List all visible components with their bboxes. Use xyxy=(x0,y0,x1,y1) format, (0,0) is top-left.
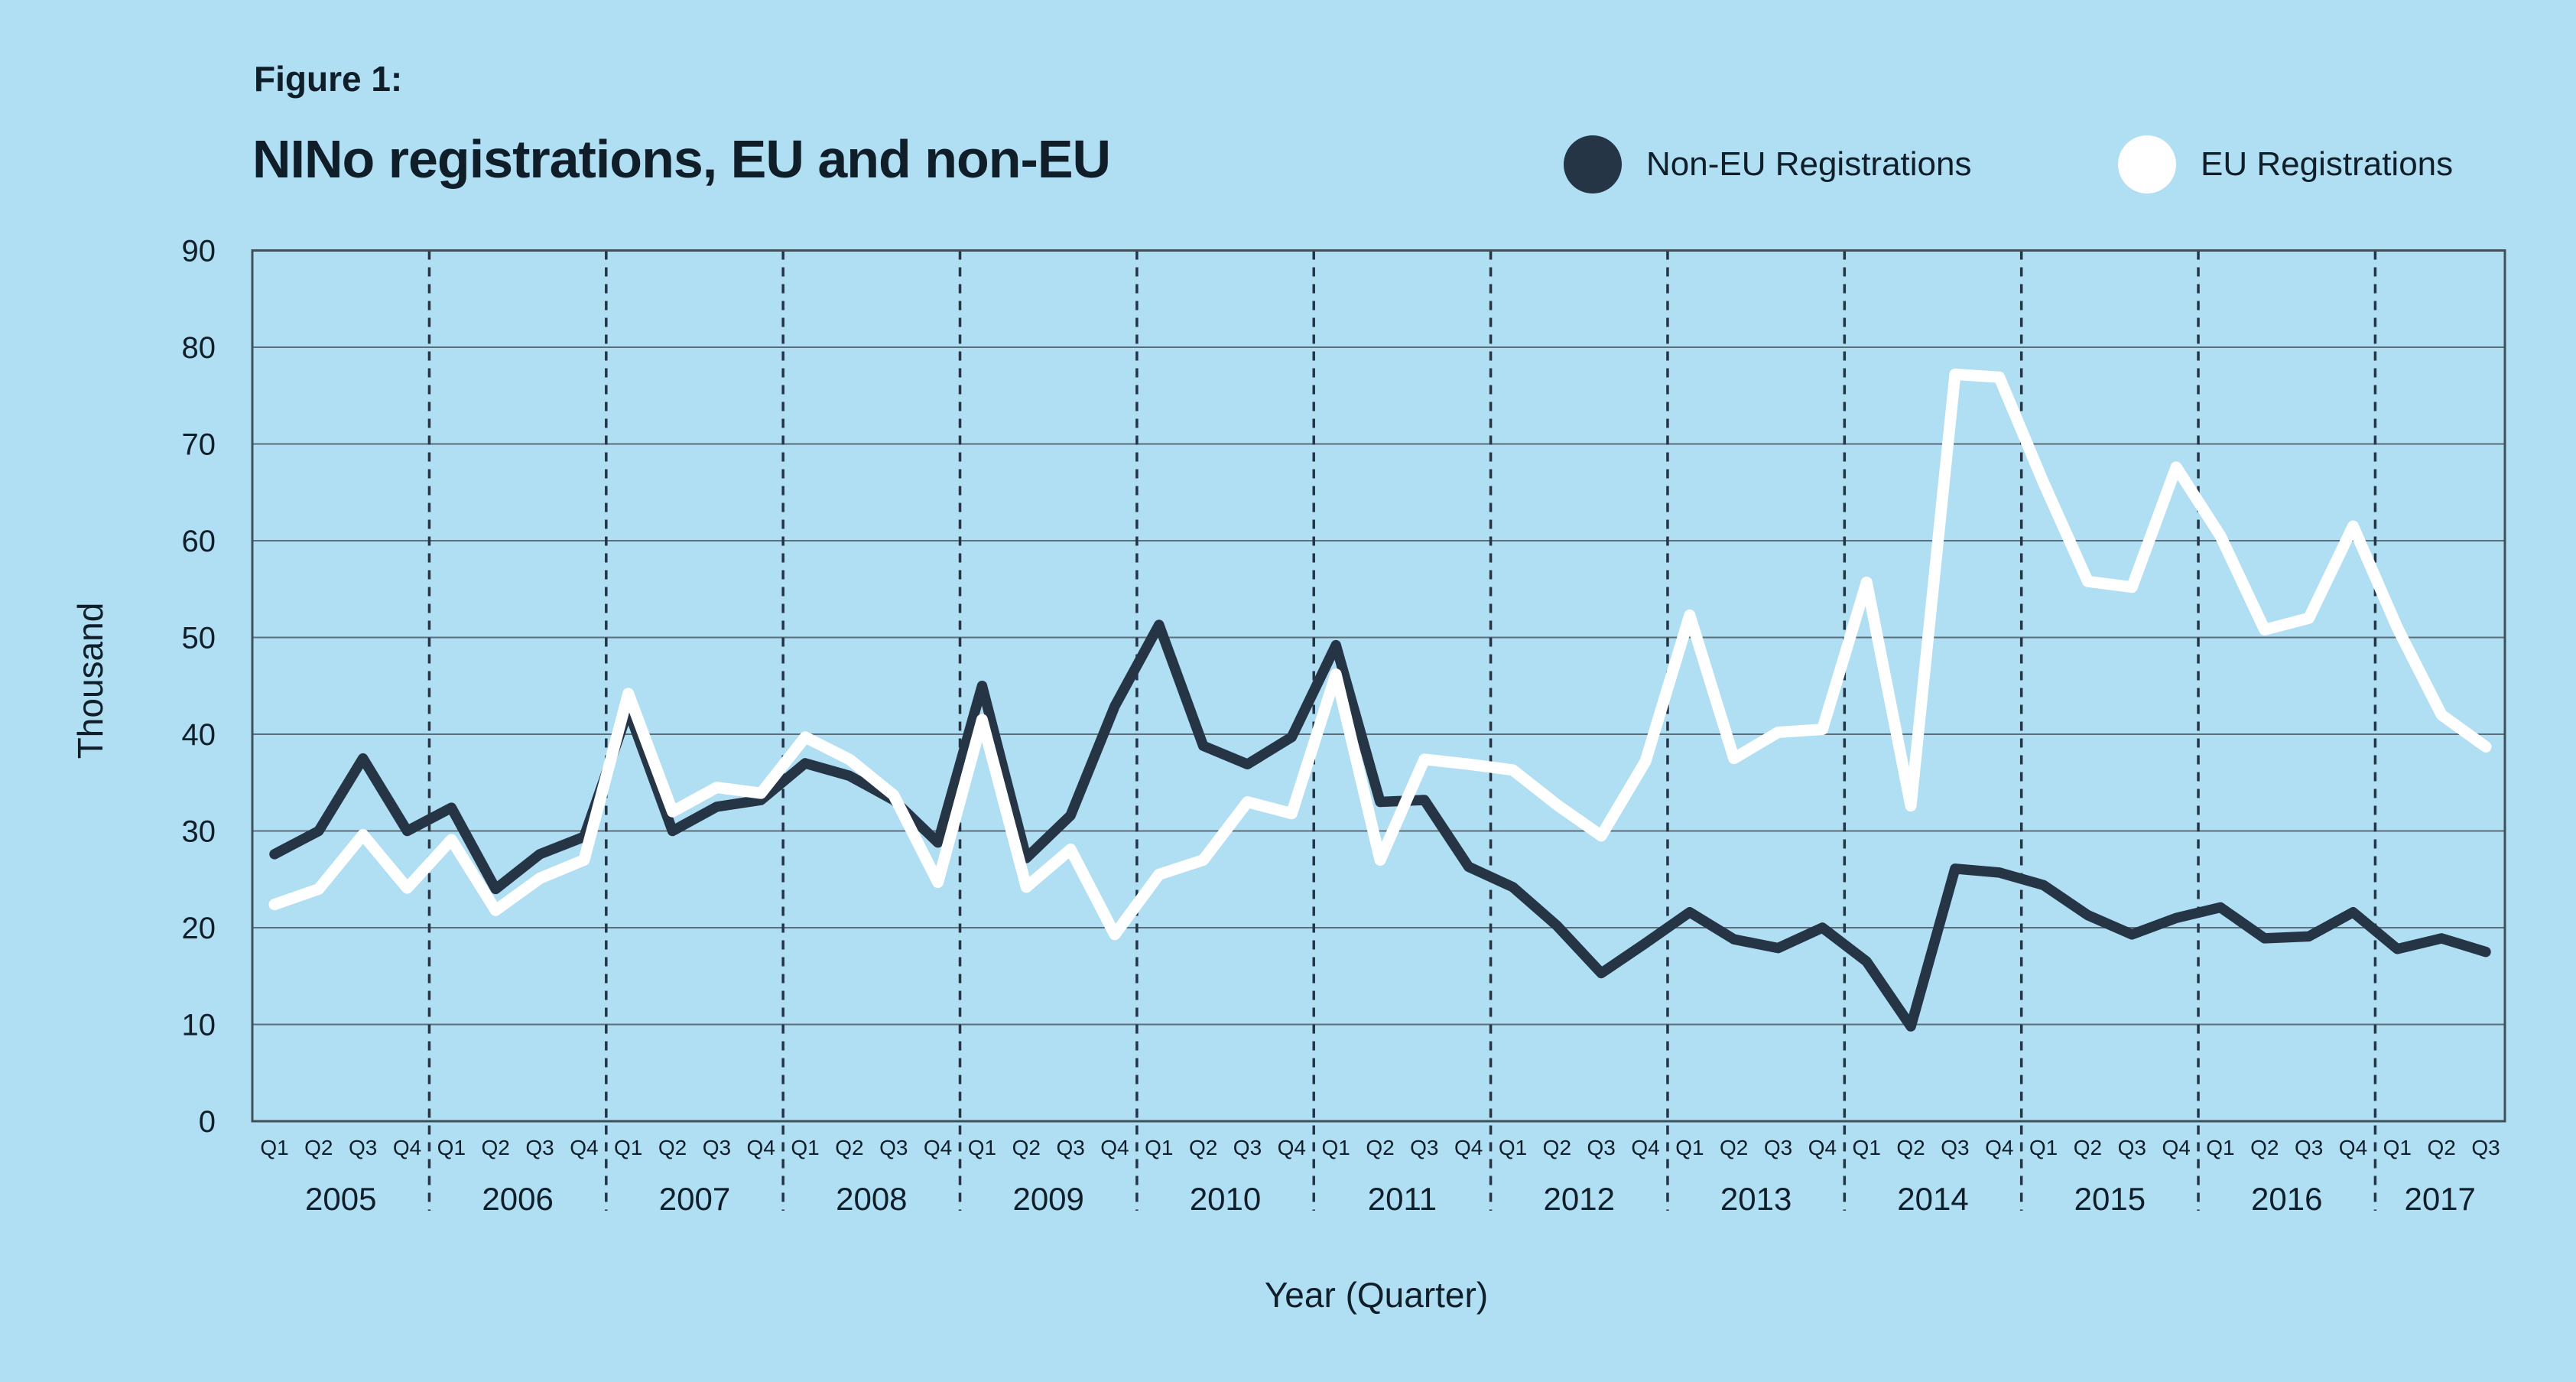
eu-legend-dot-icon xyxy=(2118,135,2176,193)
quarter-tick-label: Q2 xyxy=(1366,1136,1394,1159)
quarter-tick-label: Q3 xyxy=(349,1136,377,1159)
y-tick-label: 90 xyxy=(182,235,216,268)
quarter-tick-label: Q3 xyxy=(2471,1136,2500,1159)
quarter-tick-label: Q3 xyxy=(703,1136,731,1159)
year-label: 2006 xyxy=(482,1181,553,1217)
quarter-tick-label: Q2 xyxy=(1543,1136,1571,1159)
quarter-tick-label: Q3 xyxy=(1233,1136,1262,1159)
quarter-tick-label: Q1 xyxy=(2206,1136,2234,1159)
non-eu-legend-dot-icon xyxy=(1564,135,1622,193)
quarter-tick-label: Q3 xyxy=(1587,1136,1616,1159)
y-tick-label: 10 xyxy=(182,1009,216,1042)
legend-label: Non-EU Registrations xyxy=(1646,145,1972,183)
quarter-tick-label: Q1 xyxy=(968,1136,996,1159)
year-label: 2013 xyxy=(1720,1181,1792,1217)
chart-title: NINo registrations, EU and non-EU xyxy=(252,129,1111,189)
quarter-tick-label: Q4 xyxy=(924,1136,952,1159)
y-tick-label: 60 xyxy=(182,525,216,558)
legend-item-non-eu: Non-EU Registrations xyxy=(1564,135,1972,194)
quarter-tick-label: Q2 xyxy=(2074,1136,2102,1159)
year-label: 2010 xyxy=(1190,1181,1261,1217)
quarter-tick-label: Q2 xyxy=(835,1136,863,1159)
quarter-tick-label: Q2 xyxy=(2250,1136,2279,1159)
quarter-tick-label: Q1 xyxy=(437,1136,466,1159)
quarter-tick-label: Q2 xyxy=(1189,1136,1217,1159)
y-axis-title: Thousand xyxy=(70,602,110,759)
quarter-tick-label: Q2 xyxy=(1720,1136,1748,1159)
quarter-tick-label: Q4 xyxy=(570,1136,598,1159)
quarter-tick-label: Q2 xyxy=(482,1136,510,1159)
quarter-tick-label: Q3 xyxy=(879,1136,908,1159)
non-eu-line xyxy=(269,619,2491,1032)
y-tick-label: 0 xyxy=(199,1105,216,1139)
quarter-tick-label: Q3 xyxy=(1410,1136,1438,1159)
quarter-tick-label: Q2 xyxy=(1896,1136,1925,1159)
quarter-tick-label: Q1 xyxy=(1499,1136,1527,1159)
year-label: 2009 xyxy=(1012,1181,1083,1217)
quarter-tick-label: Q4 xyxy=(2162,1136,2190,1159)
quarter-tick-label: Q3 xyxy=(525,1136,554,1159)
quarter-tick-label: Q4 xyxy=(1808,1136,1837,1159)
x-axis-title: Year (Quarter) xyxy=(1264,1275,1489,1315)
eu-line xyxy=(268,368,2492,941)
figure-kicker: Figure 1: xyxy=(254,59,403,99)
quarter-tick-label: Q4 xyxy=(393,1136,421,1159)
quarter-tick-label: Q1 xyxy=(2383,1136,2412,1159)
year-label: 2017 xyxy=(2404,1181,2475,1217)
quarter-tick-label: Q1 xyxy=(614,1136,642,1159)
quarter-tick-label: Q1 xyxy=(1675,1136,1704,1159)
year-label: 2016 xyxy=(2251,1181,2322,1217)
quarter-tick-label: Q1 xyxy=(791,1136,819,1159)
year-label: 2012 xyxy=(1544,1181,1615,1217)
legend-label: EU Registrations xyxy=(2201,145,2454,183)
quarter-tick-label: Q4 xyxy=(1985,1136,2013,1159)
quarter-tick-label: Q2 xyxy=(304,1136,333,1159)
quarter-tick-label: Q2 xyxy=(658,1136,687,1159)
year-label: 2015 xyxy=(2074,1181,2146,1217)
quarter-tick-label: Q4 xyxy=(1631,1136,1659,1159)
quarter-tick-label: Q1 xyxy=(1853,1136,1881,1159)
quarter-tick-label: Q4 xyxy=(2339,1136,2367,1159)
y-tick-label: 50 xyxy=(182,622,216,655)
quarter-tick-label: Q4 xyxy=(1454,1136,1483,1159)
quarter-tick-label: Q4 xyxy=(747,1136,775,1159)
quarter-tick-label: Q1 xyxy=(1145,1136,1173,1159)
quarter-tick-label: Q1 xyxy=(260,1136,288,1159)
quarter-tick-label: Q4 xyxy=(1278,1136,1306,1159)
quarter-tick-label: Q1 xyxy=(2029,1136,2058,1159)
quarter-tick-label: Q1 xyxy=(1321,1136,1350,1159)
legend-item-eu: EU Registrations xyxy=(2118,135,2453,194)
year-label: 2011 xyxy=(1368,1181,1437,1217)
plot-frame xyxy=(251,249,2506,1123)
y-tick-label: 70 xyxy=(182,428,216,462)
quarter-tick-label: Q3 xyxy=(1056,1136,1084,1159)
quarter-tick-label: Q2 xyxy=(1012,1136,1041,1159)
year-label: 2008 xyxy=(836,1181,907,1217)
year-label: 2005 xyxy=(305,1181,376,1217)
year-label: 2007 xyxy=(659,1181,730,1217)
quarter-tick-label: Q2 xyxy=(2427,1136,2455,1159)
quarter-tick-label: Q3 xyxy=(1764,1136,1792,1159)
y-tick-label: 30 xyxy=(182,815,216,849)
quarter-tick-label: Q3 xyxy=(2118,1136,2146,1159)
y-tick-label: 20 xyxy=(182,912,216,945)
y-tick-label: 80 xyxy=(182,331,216,365)
quarter-tick-label: Q3 xyxy=(1941,1136,1969,1159)
quarter-tick-label: Q3 xyxy=(2295,1136,2323,1159)
quarter-tick-label: Q4 xyxy=(1100,1136,1129,1159)
year-label: 2014 xyxy=(1897,1181,1968,1217)
y-tick-label: 40 xyxy=(182,718,216,752)
